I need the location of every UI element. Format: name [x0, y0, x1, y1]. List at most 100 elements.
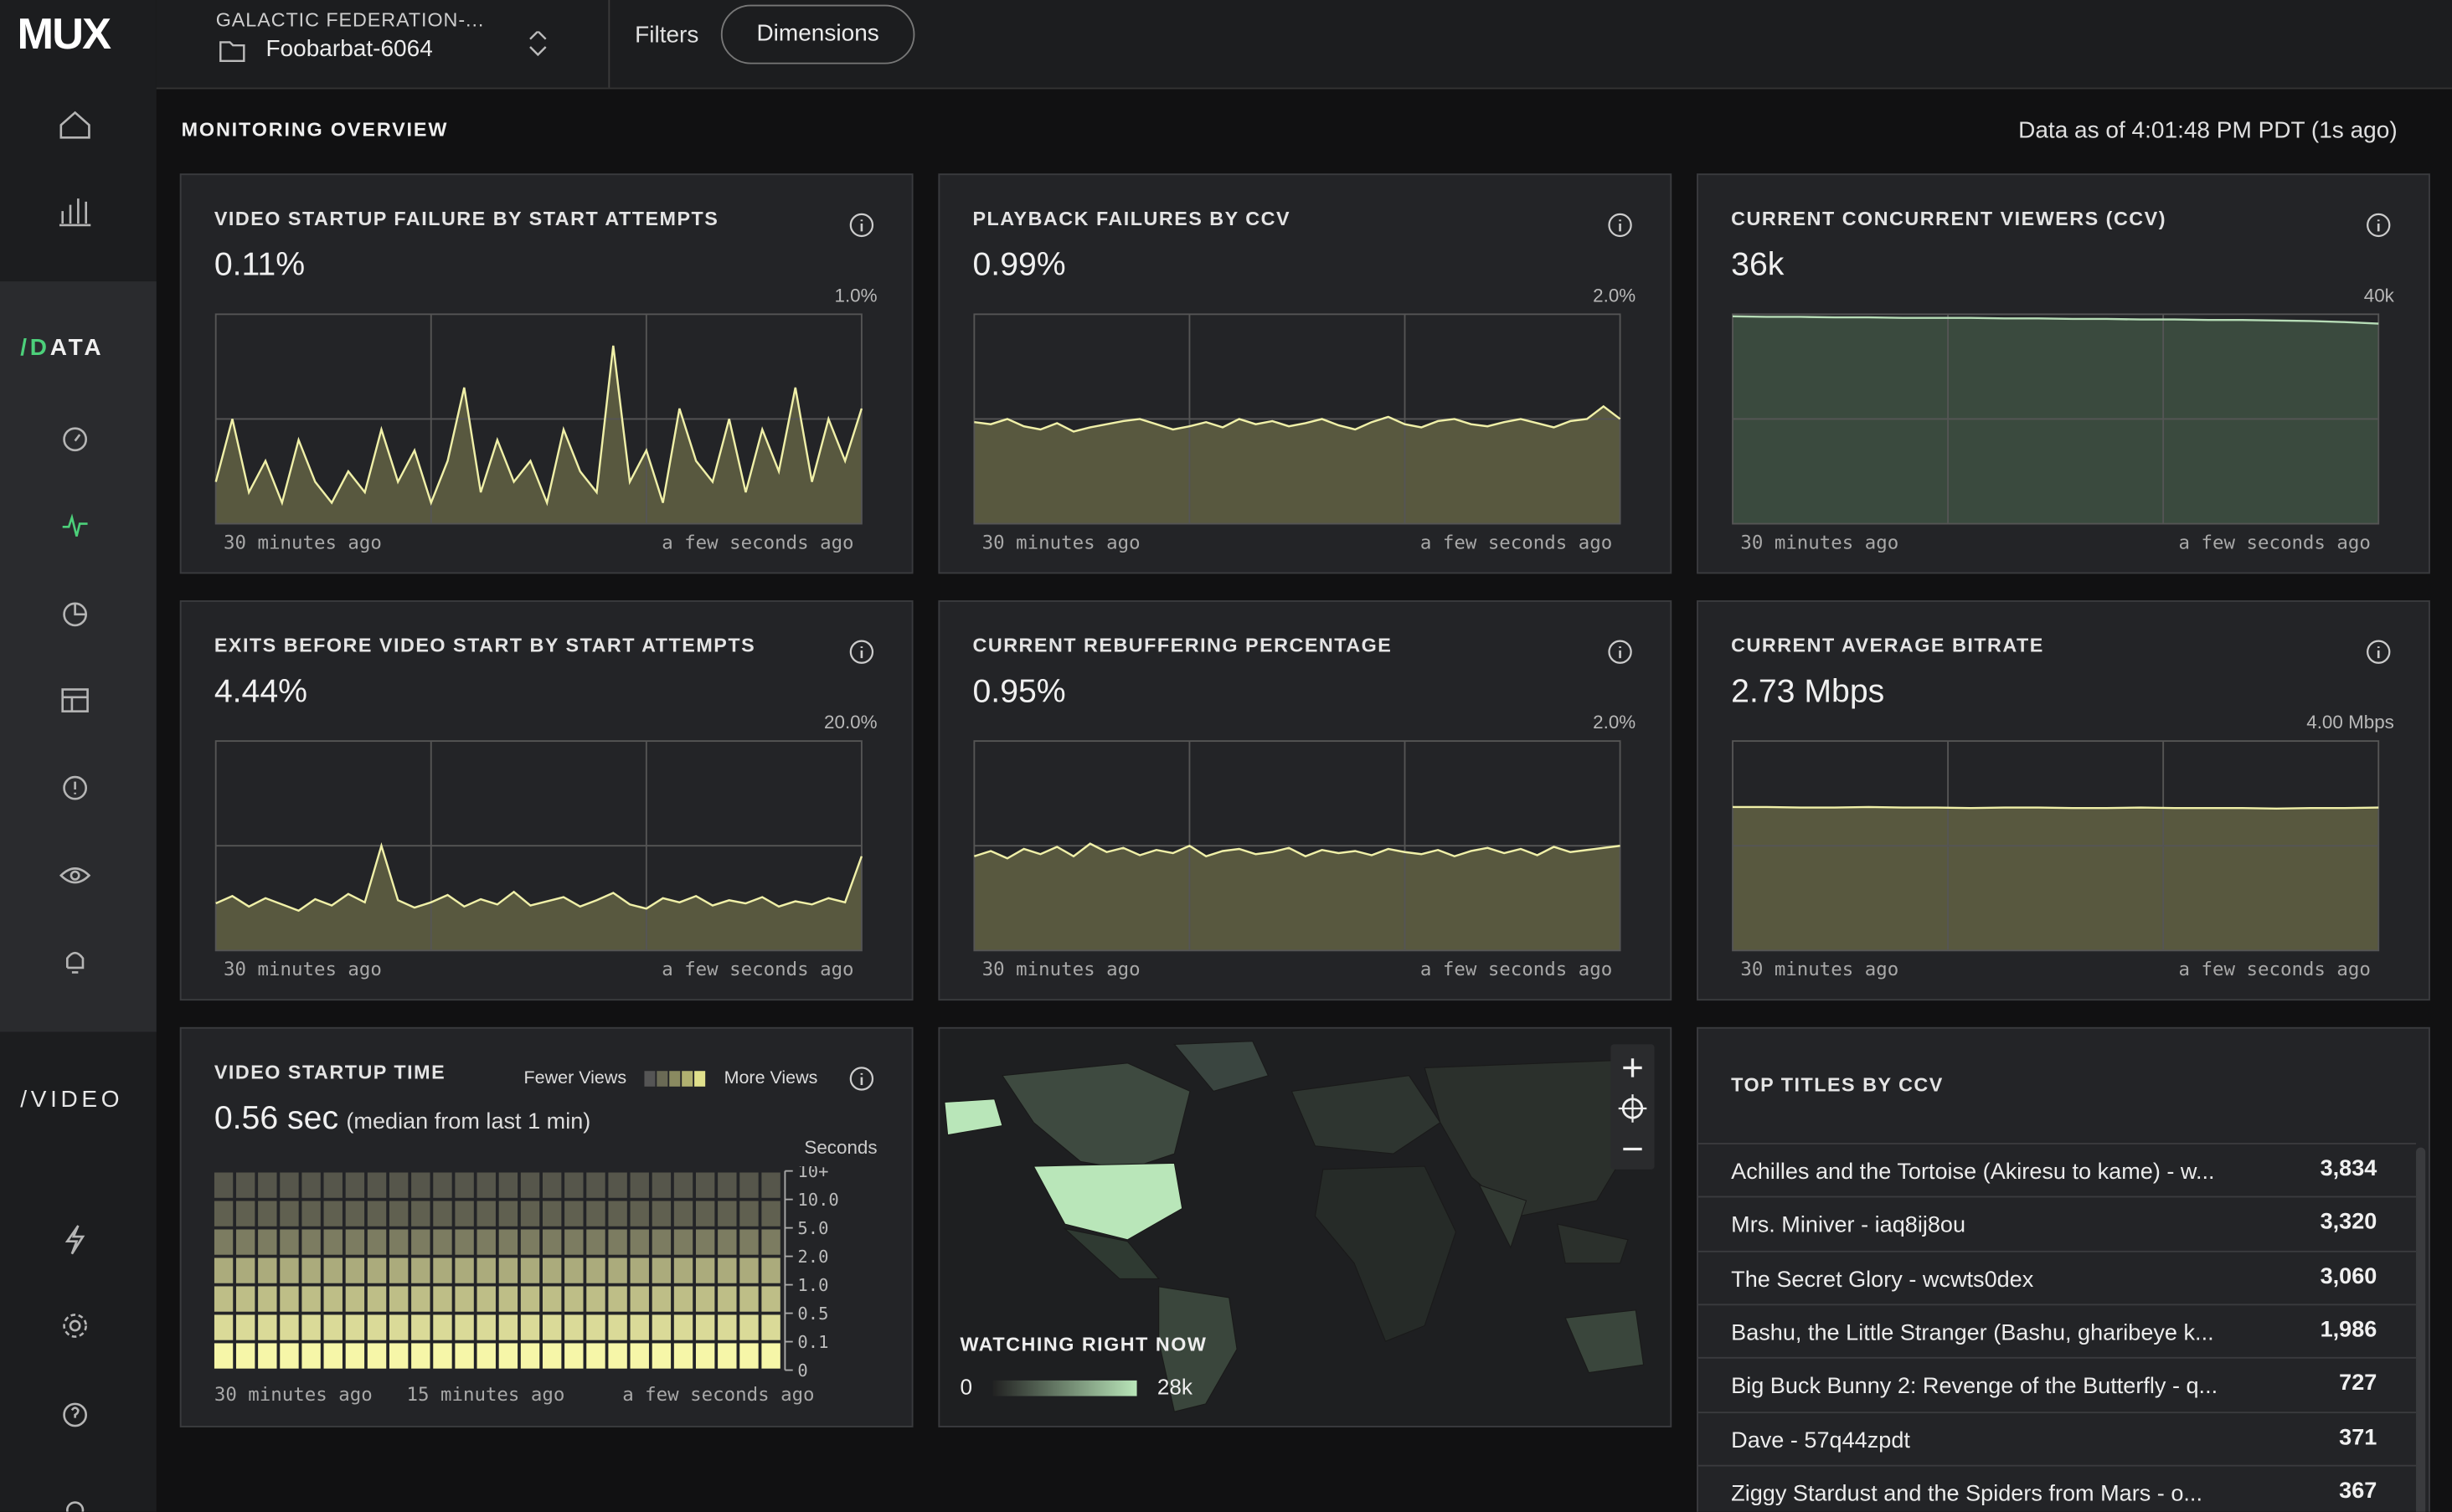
x-end-label: a few seconds ago — [1419, 958, 1613, 980]
metric-title: VIDEO STARTUP FAILURE BY START ATTEMPTS — [214, 208, 719, 230]
title-row[interactable]: Bashu, the Little Stranger (Bashu, ghari… — [1697, 1304, 2417, 1358]
heat-cell — [761, 1229, 780, 1255]
filters-button[interactable]: Filters — [635, 22, 699, 49]
search-icon[interactable] — [65, 1501, 85, 1512]
title-name: Dave - 57q44zpdt — [1731, 1427, 1910, 1453]
heat-cell — [586, 1229, 605, 1255]
info-icon[interactable] — [2364, 211, 2393, 239]
heat-cell — [542, 1172, 562, 1198]
land — [944, 1098, 1003, 1136]
info-icon[interactable] — [1606, 211, 1635, 239]
line — [973, 842, 1620, 860]
views-icon[interactable] — [59, 867, 91, 884]
pie-icon[interactable] — [63, 602, 88, 627]
title-row[interactable]: The Secret Glory - wcwts0dex 3,060 — [1697, 1250, 2417, 1304]
x-start-label: 30 minutes ago — [224, 958, 382, 980]
scale-label: 20.0% — [824, 711, 878, 733]
sidebar-icons — [59, 111, 91, 1512]
heatmap: 10+ 10.0 5.0 2.0 1.0 0.5 0.1 0 — [214, 1166, 839, 1381]
metric-value: 2.73 Mbps — [1731, 673, 1885, 710]
map-min: 0 — [960, 1374, 973, 1400]
info-icon[interactable] — [847, 211, 876, 239]
heat-cell — [520, 1343, 540, 1369]
heat-cell — [301, 1172, 321, 1198]
logo[interactable]: MUX — [17, 9, 111, 59]
heat-cell — [695, 1343, 715, 1369]
plot-frame — [1732, 740, 2380, 952]
bell-icon[interactable] — [65, 951, 85, 974]
heat-cell — [608, 1314, 627, 1340]
divider — [608, 0, 610, 88]
x-end-label: a few seconds ago — [2178, 958, 2371, 980]
scale-label: 1.0% — [834, 284, 878, 306]
top-bar — [156, 0, 2452, 90]
heat-cell — [433, 1286, 452, 1312]
gauge-icon[interactable] — [63, 427, 88, 452]
heat-cell — [542, 1343, 562, 1369]
heat-cell — [718, 1343, 737, 1369]
org-name[interactable]: GALACTIC FEDERATION-... — [215, 9, 485, 32]
heat-cell — [476, 1257, 496, 1283]
data-section-label[interactable]: /DATA — [20, 334, 105, 362]
heat-cell — [761, 1314, 780, 1340]
heat-cell — [455, 1286, 474, 1312]
area — [215, 846, 862, 951]
area — [974, 843, 1620, 951]
video-section-label[interactable]: /VIDEO — [20, 1086, 124, 1113]
x-label: 15 minutes ago — [406, 1383, 565, 1406]
heat-cell — [345, 1343, 365, 1369]
heat-cell — [214, 1343, 234, 1369]
help-icon[interactable] — [63, 1402, 88, 1427]
x-end-label: a few seconds ago — [2178, 531, 2371, 554]
title-row[interactable]: Big Buck Bunny 2: Revenge of the Butterf… — [1697, 1357, 2417, 1412]
heat-cell — [586, 1172, 605, 1198]
heat-cell — [673, 1343, 693, 1369]
title-row[interactable]: Mrs. Miniver - iaq8ij8ou 3,320 — [1697, 1196, 2417, 1251]
heat-cell — [214, 1314, 234, 1340]
title-row[interactable]: Achilles and the Tortoise (Akiresu to ka… — [1697, 1143, 2417, 1197]
heat-cell — [433, 1314, 452, 1340]
zoom-in[interactable] — [1623, 1058, 1642, 1077]
table-icon[interactable] — [61, 688, 89, 712]
heat-cell — [301, 1229, 321, 1255]
heat-cell — [695, 1257, 715, 1283]
heat-cell — [761, 1172, 780, 1198]
startup-card: VIDEO STARTUP TIME 0.56 sec (median from l… — [179, 1026, 914, 1427]
dimensions-button[interactable]: Dimensions — [720, 4, 915, 64]
bolt-icon[interactable] — [64, 1225, 85, 1255]
heat-cell — [389, 1201, 409, 1227]
info-icon[interactable] — [1606, 638, 1635, 666]
heat-cell — [520, 1201, 540, 1227]
locate[interactable] — [1618, 1094, 1647, 1123]
info-icon[interactable] — [2364, 638, 2393, 666]
alert-icon[interactable] — [63, 775, 88, 800]
map-title: WATCHING RIGHT NOW — [960, 1333, 1208, 1355]
switcher-icon[interactable] — [529, 31, 547, 57]
home-icon[interactable] — [59, 111, 90, 139]
settings-icon[interactable] — [63, 1314, 88, 1338]
metric-card: PLAYBACK FAILURES BY CCV 0.99% 2.0% 30 minu… — [938, 173, 1672, 574]
metrics-icon[interactable] — [59, 198, 91, 227]
sidebar-data-section — [0, 281, 157, 1032]
top-titles-card: TOP TITLES BY CCV Achilles and the Tortoi… — [1697, 1026, 2430, 1512]
heat-cell — [280, 1257, 299, 1283]
heat-cell — [323, 1229, 343, 1255]
title-row[interactable]: Dave - 57q44zpdt 371 — [1697, 1411, 2417, 1465]
title-views: 371 — [2339, 1425, 2377, 1450]
monitoring-icon[interactable] — [62, 513, 88, 537]
info-icon[interactable] — [847, 1065, 876, 1093]
heat-cell — [280, 1343, 299, 1369]
title-name: Mrs. Miniver - iaq8ij8ou — [1731, 1213, 1966, 1239]
heat-cell — [367, 1172, 387, 1198]
title-row[interactable]: Ziggy Stardust and the Spiders from Mars… — [1697, 1464, 2417, 1511]
heat-cell — [389, 1343, 409, 1369]
heat-cell — [476, 1229, 496, 1255]
band-label: 0.1 — [797, 1332, 828, 1352]
scale-label: 2.0% — [1593, 711, 1636, 733]
project-name[interactable]: Foobarbat-6064 — [265, 35, 433, 63]
heat-cell — [301, 1201, 321, 1227]
heat-cell — [739, 1343, 759, 1369]
map-card: WATCHING RIGHT NOW 0 28k — [938, 1026, 1672, 1427]
land — [1063, 1227, 1160, 1280]
info-icon[interactable] — [847, 638, 876, 666]
